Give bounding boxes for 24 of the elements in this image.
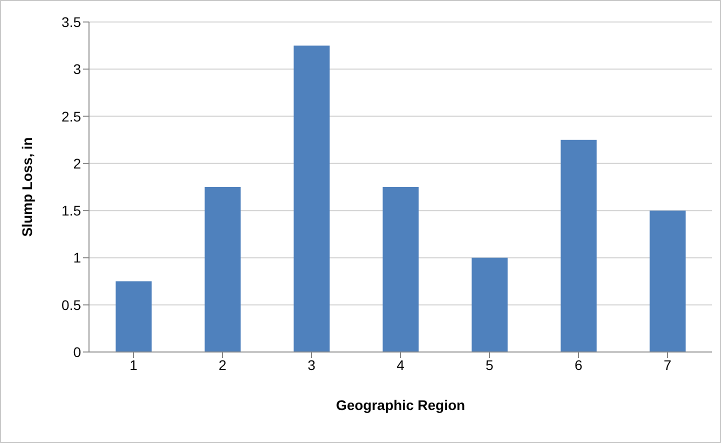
y-tick-label: 2.5 (62, 108, 82, 124)
bar (472, 258, 508, 352)
y-tick-label: 3.5 (62, 14, 82, 30)
y-tick-label: 0.5 (62, 296, 82, 313)
x-tick-label: 6 (574, 356, 583, 373)
bar (204, 187, 241, 352)
bar (382, 187, 419, 352)
x-tick-label: 7 (664, 356, 672, 373)
y-tick-label: 2 (73, 155, 82, 172)
x-tick-label: 4 (396, 356, 405, 373)
y-tick-label: 0 (73, 344, 82, 360)
bar (116, 281, 152, 352)
y-tick-label: 3 (73, 61, 82, 78)
bar (560, 140, 597, 352)
bar (294, 46, 330, 352)
y-axis-title: Slump Loss, in (18, 137, 35, 237)
bar (650, 210, 686, 352)
x-tick-label: 3 (308, 356, 316, 373)
x-tick-label: 2 (218, 356, 227, 373)
x-tick-label: 5 (486, 356, 494, 373)
y-tick-label: 1 (73, 250, 82, 266)
y-tick-label: 1.5 (62, 202, 82, 219)
x-axis-title: Geographic Region (336, 397, 466, 413)
x-tick-label: 1 (130, 356, 138, 373)
